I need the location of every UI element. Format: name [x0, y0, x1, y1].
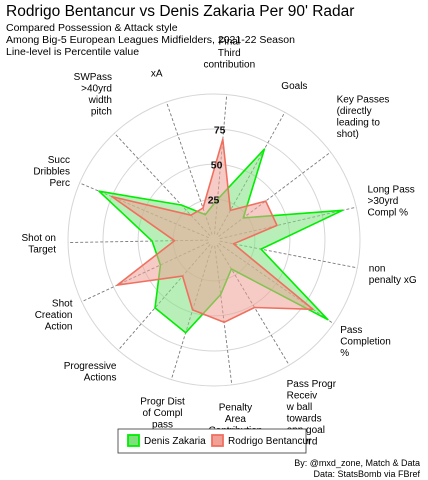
category-label: Progressive Actions [64, 361, 117, 384]
category-label: SWPass >40yrd width pitch [74, 72, 112, 118]
radar-series [98, 138, 344, 334]
ring-labels: 25 50 75 [208, 124, 226, 206]
grid-ring [102, 128, 326, 352]
axis-spoke [68, 239, 209, 243]
category-label: Goals [281, 81, 307, 92]
ring-label: 75 [214, 124, 226, 136]
category-labels: Final Third contribution Goals Key Passes (di… [22, 37, 417, 448]
axis-spoke [114, 132, 211, 237]
legend-label: Rodrigo Bentancur [228, 436, 312, 447]
ring-label: 25 [208, 194, 220, 206]
axis-spoke [218, 151, 331, 237]
credit-line: By: @mxd_zone, Match & Data [294, 458, 420, 468]
axis-spoke [166, 101, 213, 235]
chart-title: Rodrigo Bentancur vs Denis Zakaria Per 9… [6, 3, 355, 20]
subtitle-line-1: Compared Possession & Attack style [6, 22, 178, 34]
category-label: non penalty xG [369, 263, 417, 286]
series-polygon-bentancur [111, 138, 314, 324]
category-label: Pass Completion% [340, 325, 391, 359]
legend-swatch [127, 434, 140, 447]
category-label: Final Third contribution [203, 37, 255, 71]
legend-swatch [211, 434, 224, 447]
category-label: Progr Dist of Compl pass [140, 396, 185, 430]
subtitle-line-2: Among Big-5 European Leagues Midfielders… [6, 34, 295, 46]
radar-grid [67, 93, 361, 387]
legend: Denis Zakaria Rodrigo Bentancur [117, 428, 312, 454]
source-line: Data: StatsBomb via FBref [313, 469, 420, 479]
ring-label: 50 [211, 159, 223, 171]
subtitle-line-3: Line-level is Percentile value [6, 46, 140, 58]
category-label: Shot Creation Action [35, 298, 73, 332]
axis-spoke [219, 240, 358, 269]
category-label: Succ Dribbles Perc [33, 155, 70, 189]
category-label: Shot on Target [22, 233, 57, 256]
category-label: Key Passes (directly leading to shot) [337, 95, 390, 141]
category-label: Long Pass >30yrd Compl % [368, 184, 415, 218]
legend-label: Denis Zakaria [144, 436, 206, 447]
grid-ring [67, 93, 361, 387]
category-label: xA [151, 69, 163, 80]
